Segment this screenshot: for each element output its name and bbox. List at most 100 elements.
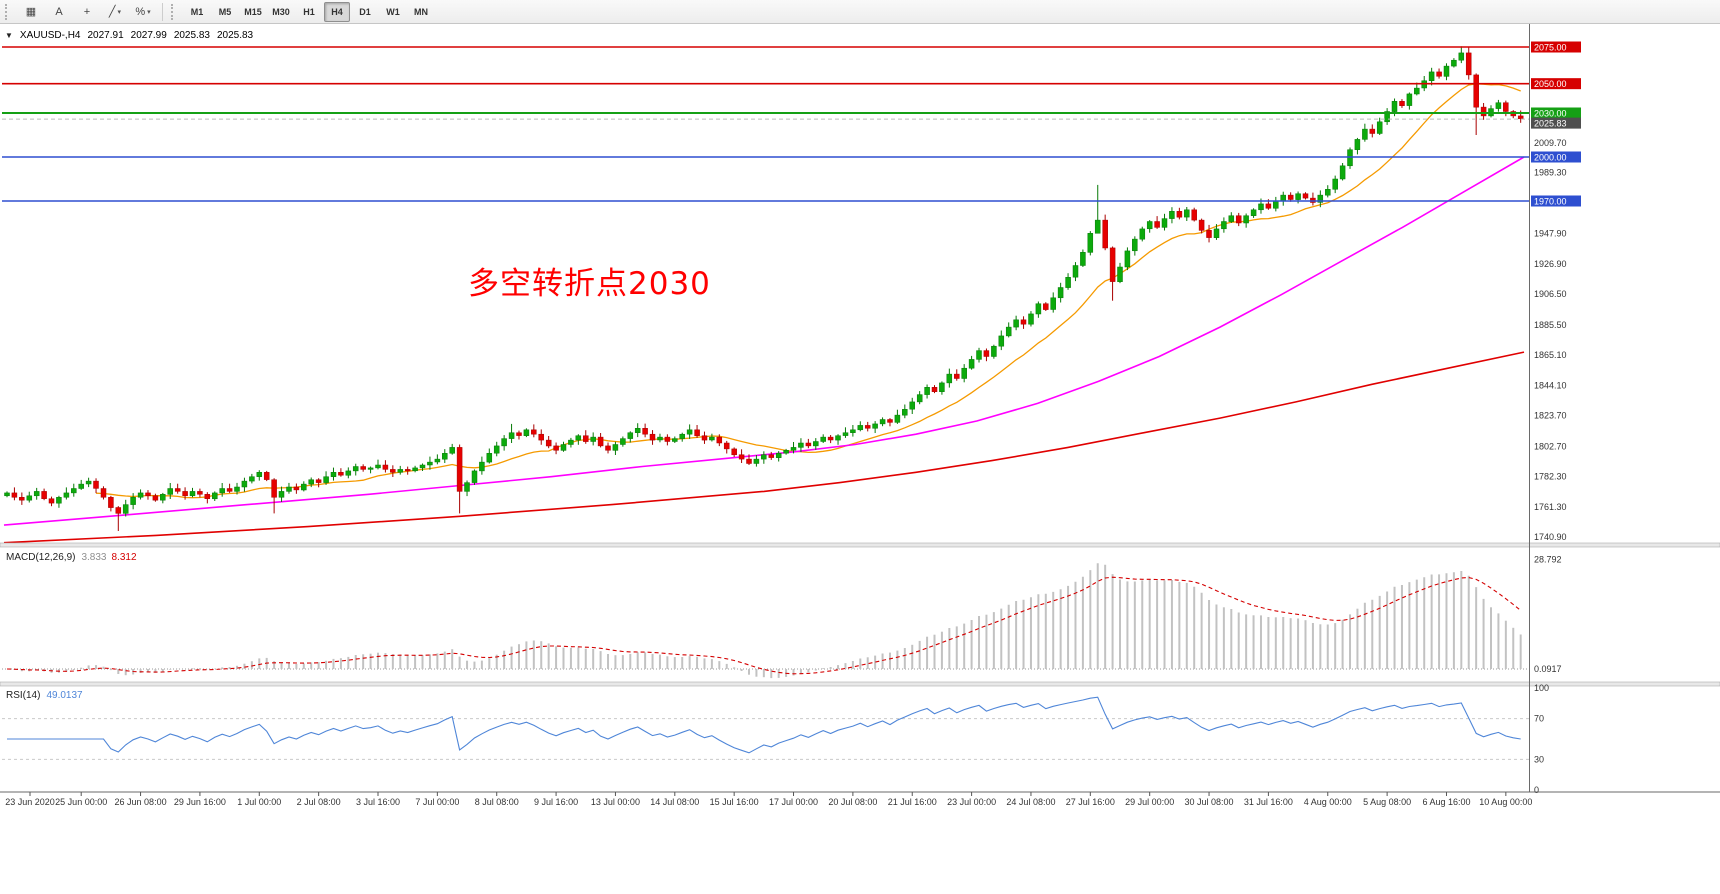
ma-mid-line: [3, 156, 1525, 526]
svg-text:2025.83: 2025.83: [1534, 119, 1567, 129]
rsi-axis-label: 70: [1534, 714, 1544, 724]
date-label: 9 Jul 16:00: [534, 797, 578, 807]
rsi-value: 49.0137: [46, 690, 83, 701]
top-toolbar: ▦ A + ╱ ▾% ▾ M1 M5 M15 M30 H1 H4 D1 W1 MN: [0, 0, 1720, 24]
macd-panel: [2, 563, 1530, 679]
date-label: 17 Jul 00:00: [769, 797, 818, 807]
moving-averages: [3, 83, 1525, 544]
date-label: 2 Jul 08:00: [297, 797, 341, 807]
timeframe-h1-button[interactable]: H1: [303, 6, 315, 17]
date-label: 20 Jul 08:00: [828, 797, 877, 807]
timeframe-w1-button[interactable]: W1: [386, 6, 400, 17]
price-tag-1970: [1531, 195, 1581, 207]
macd-main-value: 3.833: [81, 552, 107, 563]
rsi-panel: [2, 696, 1530, 760]
date-label: 1 Jul 00:00: [237, 797, 281, 807]
price-tick-label: 1782.30: [1534, 471, 1567, 481]
symbol-label: XAUUSD-,H4: [19, 30, 81, 41]
svg-text:2000.00: 2000.00: [1534, 152, 1567, 162]
ma-slow-line: [3, 351, 1525, 544]
date-label: 4 Aug 00:00: [1304, 797, 1352, 807]
timeframe-d1-button[interactable]: D1: [359, 6, 371, 17]
date-label: 31 Jul 16:00: [1244, 797, 1293, 807]
text-label-icon: A: [55, 5, 63, 18]
date-label: 23 Jul 00:00: [947, 797, 996, 807]
rsi-panel-divider[interactable]: [0, 681, 1720, 687]
high-value: 2027.99: [130, 30, 167, 41]
macd-axis-zero: 0.0917: [1534, 664, 1562, 674]
price-tick-label: 1823.70: [1534, 411, 1567, 421]
date-label: 10 Aug 00:00: [1479, 797, 1532, 807]
chart-ohlc-header: ▼ XAUUSD-,H4 2027.91 2027.99 2025.83 202…: [5, 30, 253, 41]
close-value: 2025.83: [216, 30, 254, 41]
tool-fibonacci-button[interactable]: % ▾: [130, 2, 156, 22]
dropdown-caret-icon: ▾: [117, 8, 122, 16]
price-tick-label: 1926.90: [1534, 259, 1567, 269]
line-studies-toolbar: ▦ A + ╱ ▾% ▾: [17, 2, 157, 22]
tool-charts-grid-button[interactable]: ▦: [18, 2, 44, 22]
price-tick-label: 1885.50: [1534, 320, 1567, 330]
time-axis[interactable]: 23 Jun 2020 25 Jun 00:00 26 Jun 08:00 29 Ju…: [5, 792, 1532, 807]
macd-panel-divider[interactable]: [0, 542, 1720, 548]
price-tick-label: 1989.30: [1534, 168, 1567, 178]
date-label: 8 Jul 08:00: [475, 797, 519, 807]
price-tick-label: 2009.70: [1534, 138, 1567, 148]
chart-window[interactable]: 2009.70 1989.30 1947.90 1926.90 1906.50 1885.…: [0, 24, 1720, 894]
tool-line-studies-button[interactable]: ╱ ▾: [102, 2, 128, 22]
rsi-line: [7, 696, 1521, 754]
date-label: 15 Jul 16:00: [710, 797, 759, 807]
price-tick-label: 1761.30: [1534, 502, 1567, 512]
rsi-indicator-label: RSI(14) 49.0137: [6, 690, 83, 701]
date-label: 29 Jul 00:00: [1125, 797, 1174, 807]
date-label: 14 Jul 08:00: [650, 797, 699, 807]
crosshair-icon: +: [83, 5, 91, 18]
fibonacci-icon: %: [135, 5, 146, 18]
price-scale[interactable]: 2009.70 1989.30 1947.90 1926.90 1906.50 1885.…: [0, 24, 1720, 795]
macd-name: MACD(12,26,9): [6, 552, 76, 563]
date-label: 30 Jul 08:00: [1185, 797, 1234, 807]
macd-indicator-label: MACD(12,26,9) 3.833 8.312: [6, 552, 137, 563]
price-tick-label: 1802.70: [1534, 441, 1567, 451]
price-tag-2000: [1531, 151, 1581, 163]
rsi-axis-label: 100: [1534, 683, 1549, 693]
tool-text-label-button[interactable]: A: [46, 2, 72, 22]
svg-text:2030.00: 2030.00: [1534, 108, 1567, 118]
date-label: 3 Jul 16:00: [356, 797, 400, 807]
svg-text:2050.00: 2050.00: [1534, 79, 1567, 89]
chart-text-annotation[interactable]: 多空转折点2030: [468, 266, 711, 302]
date-label: 27 Jul 16:00: [1066, 797, 1115, 807]
date-label: 6 Aug 16:00: [1422, 797, 1470, 807]
price-tag-2030: [1531, 107, 1581, 119]
date-label: 5 Aug 08:00: [1363, 797, 1411, 807]
price-tag-2075: [1531, 41, 1581, 53]
date-label: 25 Jun 00:00: [55, 797, 107, 807]
timeframes-toolbar: M1 M5 M15 M30 H1 H4 D1 W1 MN: [183, 1, 435, 22]
timeframe-m15-button[interactable]: M15: [244, 6, 262, 17]
timeframe-m5-button[interactable]: M5: [218, 6, 232, 17]
timeframes-grip[interactable]: [171, 3, 178, 20]
low-value: 2025.83: [173, 30, 210, 41]
chart-canvas[interactable]: 2009.70 1989.30 1947.90 1926.90 1906.50 1885.…: [0, 24, 1720, 894]
tool-crosshair-button[interactable]: +: [74, 2, 100, 22]
one-click-trading-toggle[interactable]: ▼: [5, 31, 13, 40]
svg-text:2075.00: 2075.00: [1534, 43, 1567, 53]
date-label: 21 Jul 16:00: [888, 797, 937, 807]
timeframe-mn-button[interactable]: MN: [414, 6, 428, 17]
price-tag-2050: [1531, 78, 1581, 90]
macd-signal-value: 8.312: [111, 552, 137, 563]
open-value: 2027.91: [87, 30, 124, 41]
date-label: 23 Jun 2020: [5, 797, 55, 807]
price-tick-label: 1740.90: [1534, 532, 1567, 542]
price-tick-label: 1947.90: [1534, 228, 1567, 238]
macd-signal-line: [6, 576, 1522, 675]
timeframe-m1-button[interactable]: M1: [190, 6, 204, 17]
timeframe-h4-button[interactable]: H4: [324, 1, 350, 22]
price-tick-label: 1844.10: [1534, 381, 1567, 391]
timeframe-m30-button[interactable]: M30: [272, 6, 290, 17]
rsi-axis-label: 0: [1534, 785, 1539, 795]
macd-axis-max: 28.792: [1534, 555, 1562, 565]
price-tick-label: 1906.50: [1534, 289, 1567, 299]
toolbar-grip[interactable]: [5, 3, 12, 20]
date-label: 7 Jul 00:00: [415, 797, 459, 807]
